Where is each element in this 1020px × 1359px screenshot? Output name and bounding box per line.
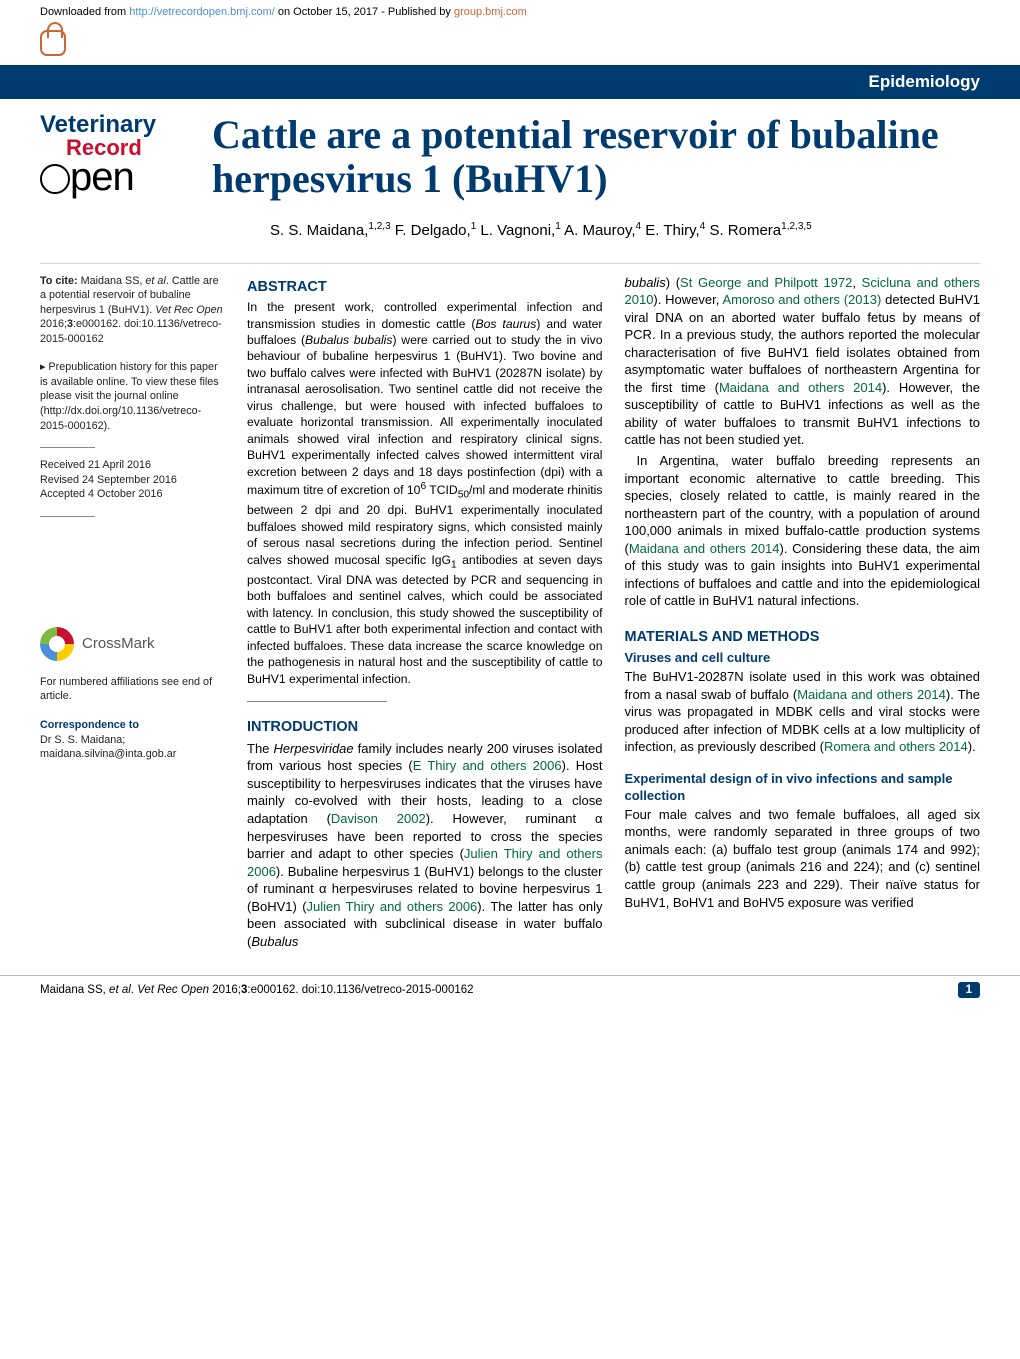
crossmark-icon (40, 627, 74, 661)
intro-p2: bubalis) (St George and Philpott 1972, S… (625, 274, 981, 449)
dates-block: Received 21 April 2016 Revised 24 Septem… (40, 458, 225, 502)
crossmark[interactable]: CrossMark (40, 627, 225, 661)
sidebar-sep-1 (40, 447, 95, 448)
correspondence-heading: Correspondence to (40, 718, 225, 733)
authors: S. S. Maidana,1,2,3 F. Delgado,1 L. Vagn… (0, 205, 1020, 249)
logo-open: pen (40, 159, 134, 195)
intro-p3: In Argentina, water buffalo breeding rep… (625, 452, 981, 610)
main-content: ABSTRACT In the present work, controlled… (247, 274, 980, 954)
viruses-p: The BuHV1-20287N isolate used in this wo… (625, 668, 981, 756)
sidebar-sep-2 (40, 516, 95, 517)
viruses-subheading: Viruses and cell culture (625, 649, 981, 667)
open-access-icon (40, 30, 66, 56)
affiliations-note: For numbered affiliations see end of art… (40, 675, 225, 704)
journal-logo: Veterinary Record pen (40, 113, 190, 195)
prepub-block: ▸ Prepublication history for this paper … (40, 360, 225, 433)
intro-heading: INTRODUCTION (247, 718, 603, 738)
design-subheading: Experimental design of in vivo infection… (625, 770, 981, 805)
page-footer: Maidana SS, et al. Vet Rec Open 2016;3:e… (0, 975, 1020, 1006)
logo-veterinary: Veterinary (40, 113, 156, 137)
citation-block: To cite: Maidana SS, et al. Cattle are a… (40, 274, 225, 347)
downloaded-prefix: Downloaded from (40, 6, 129, 18)
download-header: Downloaded from http://vetrecordopen.bmj… (0, 0, 1020, 24)
sidebar: To cite: Maidana SS, et al. Cattle are a… (40, 274, 225, 954)
abstract-text: In the present work, controlled experime… (247, 299, 603, 687)
column-left: ABSTRACT In the present work, controlled… (247, 274, 603, 954)
page-number: 1 (958, 982, 980, 998)
correspondence-block: Correspondence to Dr S. S. Maidana; maid… (40, 718, 225, 762)
crossmark-label: CrossMark (82, 634, 155, 654)
correspondence-text: Dr S. S. Maidana; maidana.silvina@inta.g… (40, 733, 225, 762)
column-right: bubalis) (St George and Philpott 1972, S… (625, 274, 981, 954)
abstract-heading: ABSTRACT (247, 278, 603, 298)
design-p: Four male calves and two female buffaloe… (625, 806, 981, 911)
abstract-divider (247, 701, 387, 702)
methods-heading: MATERIALS AND METHODS (625, 628, 981, 648)
downloaded-mid: on October 15, 2017 - Published by (278, 6, 454, 18)
publisher-link[interactable]: group.bmj.com (454, 6, 527, 18)
category-band: Epidemiology (0, 65, 1020, 99)
article-title: Cattle are a potential reservoir of buba… (212, 113, 980, 201)
intro-p1: The Herpesviridae family includes nearly… (247, 740, 603, 951)
footer-citation: Maidana SS, et al. Vet Rec Open 2016;3:e… (40, 984, 474, 996)
download-source-link[interactable]: http://vetrecordopen.bmj.com/ (129, 6, 275, 18)
